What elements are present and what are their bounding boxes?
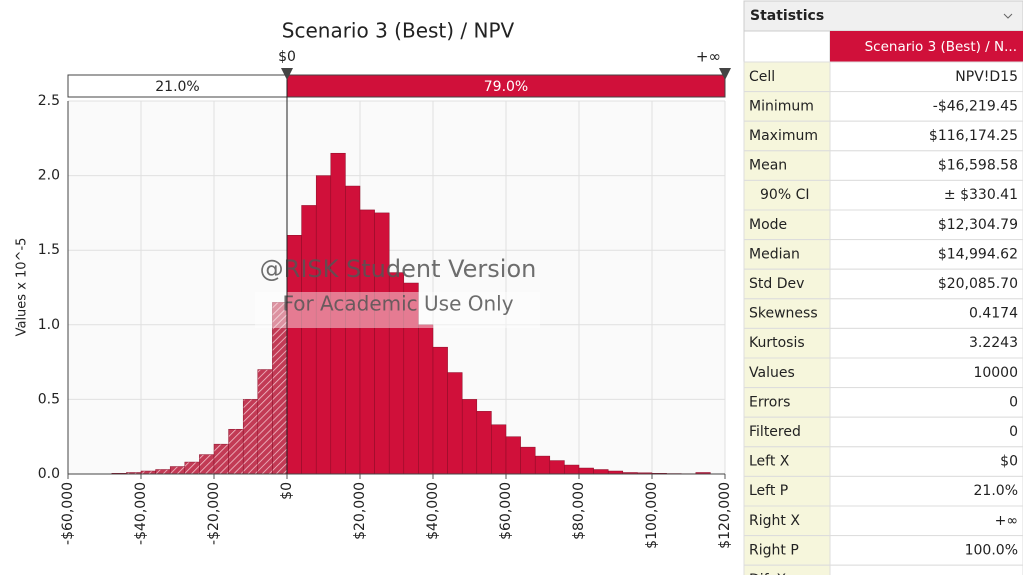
left-percent: 21.0% (155, 79, 199, 95)
x-tick-label: $100,000 (644, 482, 660, 549)
bar (156, 470, 171, 474)
stat-label: Median (749, 246, 800, 262)
stat-label: Right X (749, 513, 800, 529)
stat-value: ± $330.41 (944, 187, 1018, 203)
watermark: For Academic Use Only (282, 292, 513, 316)
stat-value: 0.4174 (969, 306, 1018, 322)
bar (448, 373, 463, 474)
y-tick-label: 2.5 (38, 93, 60, 109)
column-title: Scenario 3 (Best) / N... (865, 39, 1017, 55)
x-tick-label: $20,000 (352, 482, 368, 540)
panel-title: Statistics (750, 8, 824, 24)
stat-label: Mean (749, 158, 787, 174)
stat-label: Skewness (749, 306, 818, 322)
stat-value: NPV!D15 (955, 69, 1018, 85)
bar (418, 325, 433, 474)
bar (564, 465, 579, 474)
stat-value: 21.0% (974, 483, 1018, 499)
stat-label: Values (749, 365, 795, 381)
bar (258, 370, 273, 474)
stat-label: Filtered (749, 424, 801, 440)
bar (170, 467, 185, 474)
stat-label: Minimum (749, 98, 814, 114)
x-tick-label: $60,000 (498, 482, 514, 540)
stat-value: $20,085.70 (938, 276, 1018, 292)
bar (579, 468, 594, 474)
x-tick-label: -$60,000 (60, 482, 76, 545)
bar (535, 456, 550, 474)
bar (345, 186, 360, 474)
stat-value: 100.0% (965, 542, 1018, 558)
chart-title: Scenario 3 (Best) / NPV (282, 19, 515, 43)
bar (229, 429, 244, 474)
y-tick-label: 1.5 (38, 242, 60, 258)
corner-cell (744, 31, 830, 62)
bar (433, 347, 448, 474)
stat-value-cell (830, 417, 1023, 447)
bar (375, 213, 390, 474)
bar (302, 205, 317, 474)
x-tick-label: -$20,000 (206, 482, 222, 545)
stat-label: Left X (749, 454, 790, 470)
bar (594, 470, 609, 474)
x-tick-label: -$40,000 (133, 482, 149, 545)
stat-value: $116,174.25 (929, 128, 1018, 144)
y-tick-label: 0.5 (38, 391, 60, 407)
bar (506, 437, 521, 474)
stat-value: 3.2243 (969, 335, 1018, 351)
right-percent: 79.0% (484, 79, 528, 95)
bar (243, 399, 258, 474)
y-tick-label: 2.0 (38, 168, 60, 184)
bar (199, 455, 214, 474)
delimiter-label: +∞ (696, 48, 721, 66)
y-axis-label: Values x 10^-5 (15, 238, 30, 337)
delimiter-label: $0 (278, 49, 296, 65)
stat-value: +∞ (995, 513, 1018, 529)
bar (462, 399, 477, 474)
x-tick-label: $80,000 (571, 482, 587, 540)
stat-value: $16,598.58 (938, 158, 1018, 174)
bar (477, 411, 492, 474)
stat-label: Maximum (749, 128, 818, 144)
stat-label: Mode (749, 217, 787, 233)
stat-label: Std Dev (749, 276, 804, 292)
bar (272, 302, 287, 474)
bar (491, 425, 506, 474)
stat-label: 90% CI (760, 187, 809, 203)
stat-value: $14,994.62 (938, 246, 1018, 262)
watermark: @RISK Student Version (260, 255, 537, 283)
x-tick-label: $0 (279, 482, 295, 500)
stat-value: $12,304.79 (938, 217, 1018, 233)
x-tick-label: $120,000 (717, 482, 733, 549)
bar (550, 461, 565, 474)
stat-value-cell (830, 388, 1023, 418)
stat-value: 10000 (973, 365, 1018, 381)
bar (360, 210, 375, 474)
bar (521, 447, 536, 474)
bar (214, 444, 229, 474)
y-tick-label: 1.0 (38, 317, 60, 333)
stat-label: Errors (749, 394, 790, 410)
stat-value: 0 (1009, 394, 1018, 410)
stat-value: -$46,219.45 (933, 98, 1018, 114)
stat-label: Cell (749, 69, 775, 85)
y-tick-label: 0.0 (38, 466, 60, 482)
stat-value: $0 (1000, 454, 1018, 470)
stat-value-cell (830, 447, 1023, 477)
stat-label: Left P (749, 483, 788, 499)
bar (185, 462, 200, 474)
stat-value: 0 (1009, 424, 1018, 440)
stat-label: Right P (749, 542, 799, 558)
stat-label: Kurtosis (749, 335, 805, 351)
x-tick-label: $40,000 (425, 482, 441, 540)
